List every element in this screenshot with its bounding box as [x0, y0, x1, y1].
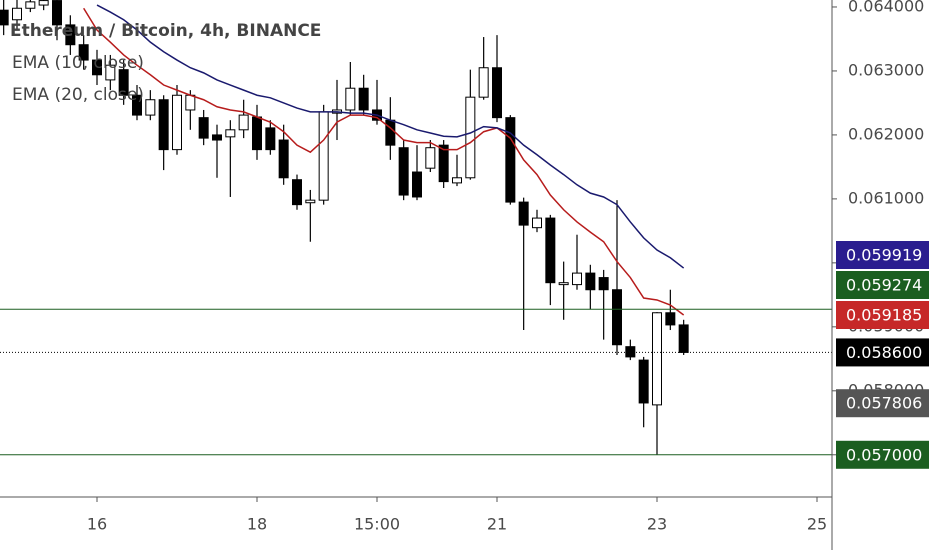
ema-line: [96, 4, 685, 269]
candle-body: [265, 127, 276, 151]
price-badge-label: 0.059919: [846, 245, 922, 264]
price-badge-label: 0.057000: [846, 445, 922, 464]
candle-body: [652, 312, 662, 406]
candle-body: [92, 59, 102, 76]
y-tick-label: 0.063000: [848, 60, 924, 79]
x-tick-label: 23: [647, 515, 667, 534]
chart-title: Ethereum / Bitcoin, 4h, BINANCE: [10, 21, 321, 41]
x-tick-label: 18: [247, 515, 267, 534]
candle-body: [52, 0, 62, 26]
x-tick-label: 16: [87, 515, 107, 534]
candle-body: [438, 144, 449, 183]
candle-body: [385, 119, 396, 146]
candle-body: [532, 217, 542, 229]
candle-body: [238, 114, 249, 131]
price-badge: [836, 240, 929, 269]
candle-body: [558, 282, 569, 286]
candle-body: [612, 289, 622, 346]
candle-body: [12, 7, 22, 21]
candle-body: [78, 44, 89, 61]
candle-body: [25, 1, 36, 9]
candle-body: [145, 99, 156, 116]
candle-body: [625, 346, 636, 358]
price-badge-label: 0.059185: [846, 305, 922, 324]
candle-body: [638, 359, 649, 404]
candle-body: [478, 67, 489, 98]
candle-body: [398, 147, 409, 196]
candle-body: [172, 94, 182, 151]
candle-body: [225, 129, 236, 138]
candle-body: [292, 179, 302, 206]
candle-body: [158, 99, 169, 151]
candle-body: [412, 171, 422, 198]
candle-body: [278, 139, 289, 179]
candle-body: [118, 69, 129, 96]
candle-body: [452, 177, 462, 184]
candle-body: [678, 324, 689, 353]
candle-body: [358, 87, 369, 111]
price-badge: [836, 338, 929, 367]
y-tick-label: 0.064000: [848, 0, 924, 15]
candle-body: [198, 117, 209, 139]
candle-body: [492, 67, 502, 119]
price-badge-label: 0.057806: [846, 394, 922, 413]
candle-body: [598, 277, 609, 291]
candle-body: [465, 96, 476, 179]
y-tick-label: 0.062000: [848, 124, 924, 143]
candle-body: [105, 64, 116, 81]
candle-body: [65, 24, 76, 46]
price-badge-label: 0.058600: [846, 343, 922, 362]
candle-body: [0, 9, 9, 26]
price-badge: [836, 389, 929, 418]
candle-body: [585, 272, 596, 291]
plot-area: [0, 0, 832, 456]
x-tick-label: 21: [487, 515, 507, 534]
price-badge: [836, 440, 929, 469]
candle-body: [252, 116, 262, 151]
x-tick-label: 15:00: [354, 515, 400, 534]
price-badge-label: 0.059274: [846, 275, 922, 294]
y-tick-label: 0.061000: [848, 188, 924, 207]
candle-body: [572, 272, 582, 286]
candle-body: [132, 94, 142, 116]
candle-body: [425, 147, 436, 169]
ema-line: [83, 7, 685, 316]
candle-body: [665, 312, 676, 326]
candle-body: [345, 87, 356, 111]
price-badge: [836, 300, 929, 329]
candle-body: [38, 0, 49, 6]
legend-entry: EMA (20, close): [12, 85, 144, 105]
candle-body: [212, 134, 222, 141]
candle-body: [318, 111, 329, 201]
x-tick-label: 25: [807, 515, 827, 534]
candle-body: [545, 217, 556, 284]
legend-entry: EMA (10, close): [12, 53, 144, 73]
candle-body: [185, 94, 196, 111]
candle-body: [305, 199, 316, 204]
price-badge: [836, 270, 929, 299]
candle-body: [518, 201, 529, 226]
candle-body: [505, 117, 516, 203]
